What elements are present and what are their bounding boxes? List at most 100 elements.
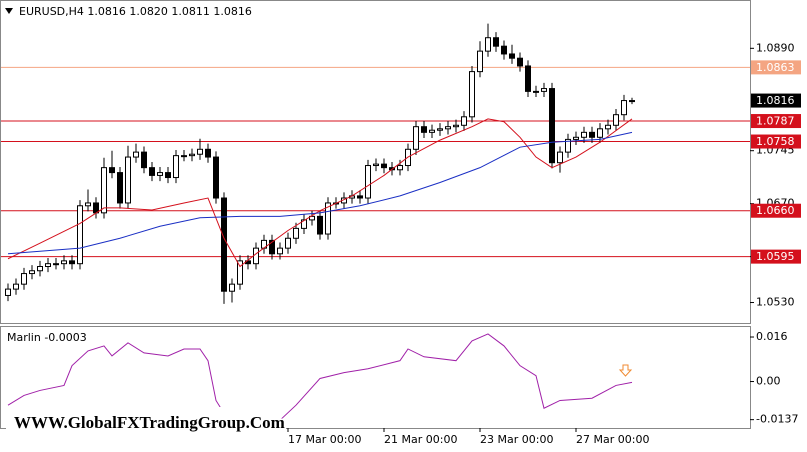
candle-body [549,88,555,164]
candle-body [325,202,331,235]
x-tick-label: 21 Mar 00:00 [384,433,457,446]
candle-body [413,126,419,150]
level-label-box [751,114,801,129]
menu-triangle[interactable] [5,8,13,14]
candle-body [373,163,379,167]
candle-body [101,167,107,214]
candle-body [573,136,579,140]
candle-body [53,263,59,266]
candle-body [381,163,387,169]
watermark-box [6,407,276,439]
candle-body [397,165,403,171]
candle-body [205,148,211,158]
level-label: 1.0787 [756,115,795,128]
candle-body [469,71,475,118]
signal-arrow [618,364,633,377]
level-label-box [751,203,801,218]
candle-body [429,129,435,133]
candle-body [421,126,427,133]
candle-body [533,90,539,93]
indicator-panel-frame [0,326,751,429]
candle-body [621,100,627,116]
level-label: 1.0660 [756,204,795,217]
candle-body [125,156,131,204]
watermark: WWW.GlobalFXTradingGroup.Com [14,413,285,432]
current-price-label: 1.0816 [756,94,795,107]
candle-body [13,283,19,290]
candle-body [21,273,27,285]
moving-average [7,118,633,268]
level-label: 1.0595 [756,250,795,263]
indicator-line [7,333,633,427]
candle-body [77,205,83,265]
indicator-title: Marlin -0.0003 [7,331,87,344]
candle-body [237,260,243,285]
y-tick-label: -0.0137 [756,413,798,426]
moving-average [7,131,633,255]
level-label: 1.0758 [756,135,795,148]
candle-body [109,167,115,174]
candle-body [365,165,371,199]
candle-body [613,114,619,126]
x-tick-label: 17 Mar 00:00 [288,433,361,446]
y-tick-label: 0.00 [756,375,781,388]
candle-body [557,151,563,164]
candle-body [45,263,51,268]
candle-body [293,227,299,239]
y-tick-label: 0.016 [756,330,788,343]
candle-body [213,156,219,199]
candle-body [165,172,171,179]
candle-body [29,270,35,275]
candle-body [5,288,11,296]
main-panel-frame [0,0,751,324]
candle-body [189,153,195,157]
candle-body [173,155,179,179]
candle-body [461,116,467,126]
candle-body [445,126,451,130]
candle-body [477,50,483,73]
candle-body [141,151,147,169]
plot-layer: 1.08901.07451.06701.05951.05301.08631.07… [1,23,801,446]
candle-body [525,65,531,92]
candle-body [269,239,275,255]
y-tick-label: 1.0530 [756,296,795,309]
candle-body [317,215,323,235]
candle-body [149,167,155,176]
candle-body [509,53,515,59]
candle-body [117,172,123,204]
candle-body [85,202,91,207]
candle-body [597,128,603,138]
candle-body [485,37,491,52]
chart-title: EURUSD,H4 1.0816 1.0820 1.0811 1.0816 [19,5,252,18]
level-label-box [751,249,801,264]
candle-body [581,131,587,138]
candle-body [229,283,235,292]
y-tick-label: 1.0890 [756,41,795,54]
candle-body [565,138,571,153]
level-label-box [751,134,801,149]
candle-body [605,124,611,130]
current-price-box [751,93,801,108]
candle-body [37,266,43,272]
x-tick-label: 23 Mar 00:00 [480,433,553,446]
candle-body [181,155,187,158]
candle-body [157,172,163,176]
candle-body [253,247,259,265]
candle-body [517,57,523,67]
level-label: 1.0863 [756,61,795,74]
candle-body [357,195,363,199]
candle-body [197,148,203,155]
x-tick-label: 27 Mar 00:00 [576,433,649,446]
candle-body [133,151,139,158]
candle-body [629,100,635,103]
level-label-box [751,60,801,75]
candle-body [493,37,499,47]
candle-body [309,215,315,221]
candle-body [221,197,227,292]
candle-body [301,219,307,229]
candle-body [453,124,459,128]
candle-body [501,45,507,55]
candle-body [437,128,443,131]
